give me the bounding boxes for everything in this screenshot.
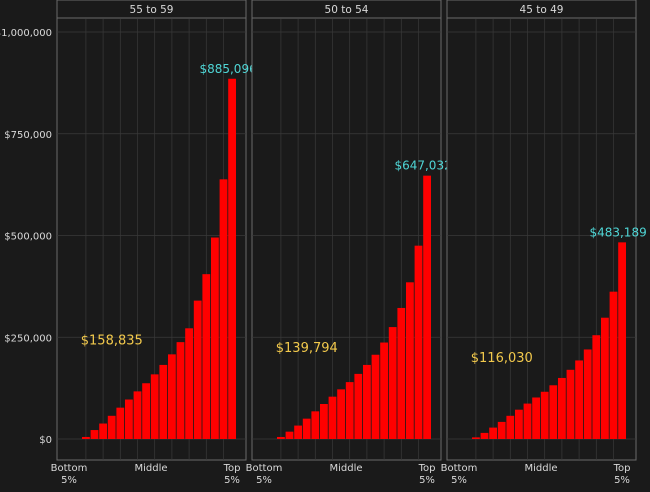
- x-label-top: Top: [223, 463, 241, 474]
- bar: [176, 342, 185, 439]
- median-value-label: $158,835: [81, 333, 143, 348]
- bar: [142, 383, 150, 439]
- bar: [592, 335, 601, 439]
- bar: [82, 436, 90, 439]
- x-label-top-percent: 5%: [224, 475, 240, 486]
- max-value-label: $647,032: [394, 159, 451, 173]
- bar: [515, 409, 523, 439]
- bar: [302, 418, 311, 439]
- bar: [609, 291, 618, 439]
- x-label-bottom: Bottom: [441, 463, 478, 474]
- bar: [388, 327, 397, 439]
- x-label-top: Top: [418, 463, 436, 474]
- bar: [601, 317, 609, 439]
- bar: [523, 403, 532, 439]
- max-value-label: $885,096: [199, 62, 256, 76]
- x-label-middle: Middle: [134, 463, 167, 474]
- bar: [480, 432, 489, 439]
- bar: [277, 436, 285, 439]
- x-label-top-percent: 5%: [614, 475, 630, 486]
- x-label-middle: Middle: [329, 463, 362, 474]
- y-tick-label: $250,000: [4, 333, 52, 344]
- bar: [150, 374, 159, 439]
- bar: [558, 377, 566, 439]
- x-label-bottom-percent: 5%: [61, 475, 77, 486]
- panel-title: 50 to 54: [325, 4, 369, 16]
- bar: [423, 175, 431, 440]
- bar: [618, 242, 626, 439]
- x-label-middle: Middle: [524, 463, 557, 474]
- bar: [575, 360, 583, 439]
- x-label-top-percent: 5%: [419, 475, 435, 486]
- bar: [320, 403, 328, 439]
- x-label-top: Top: [613, 463, 631, 474]
- bar: [549, 385, 558, 439]
- panel-title: 55 to 59: [130, 4, 174, 16]
- x-label-bottom-percent: 5%: [451, 475, 467, 486]
- bar: [345, 382, 354, 439]
- bar: [219, 179, 228, 440]
- bar: [185, 328, 193, 439]
- bar: [202, 274, 211, 439]
- bar: [168, 354, 176, 439]
- bar: [380, 342, 388, 439]
- bar: [583, 349, 592, 439]
- bar: [371, 354, 380, 439]
- bar: [337, 389, 345, 439]
- x-label-bottom-percent: 5%: [256, 475, 272, 486]
- y-tick-label: $500,000: [4, 232, 52, 243]
- bar: [211, 237, 219, 439]
- bar: [99, 423, 107, 439]
- y-tick-label: $0: [39, 435, 52, 446]
- x-label-bottom: Bottom: [51, 463, 88, 474]
- bar: [311, 411, 320, 439]
- bar: [133, 391, 142, 439]
- bar: [107, 415, 116, 439]
- median-value-label: $139,794: [276, 341, 338, 356]
- bar: [532, 397, 540, 439]
- bar: [363, 364, 371, 439]
- bar: [566, 369, 575, 439]
- bar: [193, 300, 202, 439]
- bar: [90, 430, 99, 439]
- bar: [497, 421, 506, 439]
- bar: [294, 425, 302, 439]
- median-value-label: $116,030: [471, 351, 533, 366]
- panel-title: 45 to 49: [520, 4, 564, 16]
- max-value-label: $483,189: [589, 225, 646, 239]
- y-tick-label: $750,000: [4, 130, 52, 141]
- bar: [159, 364, 168, 439]
- bar: [285, 431, 294, 439]
- bar: [328, 396, 337, 439]
- bar: [414, 245, 423, 439]
- x-label-bottom: Bottom: [246, 463, 283, 474]
- bar: [354, 373, 363, 439]
- y-tick-label: $1,000,000: [0, 28, 52, 39]
- bar: [506, 415, 515, 439]
- bar: [228, 78, 236, 439]
- bar: [116, 407, 125, 439]
- bar: [540, 391, 549, 439]
- bar: [125, 399, 133, 439]
- bar: [406, 282, 414, 439]
- bar: [397, 307, 406, 439]
- bar: [489, 427, 497, 439]
- bar: [472, 437, 480, 439]
